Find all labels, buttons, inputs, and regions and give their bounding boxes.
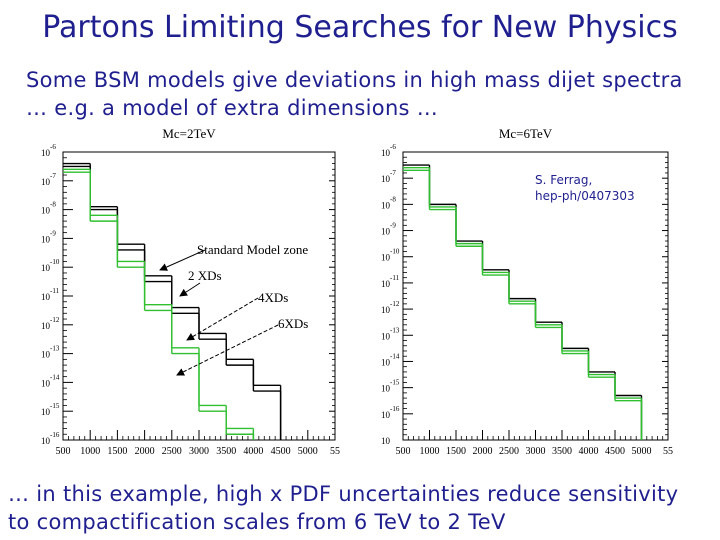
y-tick-label: 10-11 <box>41 287 60 302</box>
annotation-6xds: 6XDs <box>278 316 308 331</box>
y-tick-label: 10-11 <box>381 274 400 289</box>
citation-line-2: hep-ph/0407303 <box>535 189 635 203</box>
x-tick-label: 3500 <box>552 446 572 457</box>
arrow-4xds <box>186 297 259 341</box>
y-tick-label: 10-10 <box>41 258 60 273</box>
annotation-standard-model-zone: Standard Model zone <box>197 242 308 257</box>
y-tick-label: 10-8 <box>41 201 56 216</box>
y-tick-label: 10-13 <box>41 345 60 360</box>
y-tick-label: 10-14 <box>381 352 400 367</box>
y-tick-label: 10-15 <box>41 402 60 417</box>
x-tick-label: 5000 <box>632 446 652 457</box>
x-tick-label: 1000 <box>80 446 100 457</box>
x-tick-label: 1500 <box>107 446 127 457</box>
arrow-standard-model <box>159 249 206 271</box>
subtitle-line-2: … e.g. a model of extra dimensions … <box>26 96 439 120</box>
y-tick-label: 10-10 <box>381 248 400 263</box>
y-tick-label: 10-9 <box>381 222 396 237</box>
y-tick-label: 10-8 <box>381 195 396 210</box>
annotation-4xds: 4XDs <box>258 290 288 305</box>
y-tick-label: 10-12 <box>41 316 60 331</box>
y-tick-label: 10-12 <box>381 300 400 315</box>
arrow-6xds <box>176 324 279 376</box>
chart-mc-6tev: Mc=6TeV 10-6 10-7 10-8 10-9 10-10 10-11 10-12 10… <box>381 128 673 457</box>
y-tick-label: 10-7 <box>381 169 396 184</box>
annotation-2xds: 2 XDs <box>188 268 222 283</box>
y-tick-label: 10-9 <box>41 229 56 244</box>
arrow-2xds <box>179 282 201 297</box>
x-tick-label: 4000 <box>579 446 599 457</box>
x-tick-label: 5000 <box>298 446 318 457</box>
chart-mc-2tev: Mc=2TeV 10-6 10-7 10-8 10-9 10-10 10-11 10-12 10… <box>41 128 340 457</box>
x-tick-label: 4500 <box>271 446 291 457</box>
slide-title: Partons Limiting Searches for New Physic… <box>42 10 678 45</box>
y-tick-label: 10 <box>381 436 391 446</box>
citation-line-1: S. Ferrag, <box>535 173 592 187</box>
y-tick-label: 10-14 <box>41 373 60 388</box>
x-tick-label: 2500 <box>162 446 182 457</box>
bottom-line-1: … in this example, high x PDF uncertaint… <box>8 482 679 506</box>
y-tick-label: 10-13 <box>381 326 400 341</box>
bottom-line-2: to compactification scales from 6 TeV to… <box>8 510 506 534</box>
chart-title-0: Mc=2TeV <box>162 128 216 141</box>
y-tick-label: 10-6 <box>381 143 396 158</box>
x-tick-label: 3500 <box>216 446 236 457</box>
y-tick-label: 10-16 <box>41 431 60 446</box>
y-tick-label: 10-7 <box>41 172 56 187</box>
chart-title-1: Mc=6TeV <box>499 128 553 141</box>
y-tick-label: 10-16 <box>381 405 400 420</box>
x-tick-label: 1500 <box>446 446 466 457</box>
x-tick-label: 3000 <box>526 446 546 457</box>
x-tick-label: 3000 <box>189 446 209 457</box>
x-tick-label: 4000 <box>243 446 263 457</box>
x-tick-label: 2500 <box>499 446 519 457</box>
x-tick-label: 1000 <box>420 446 440 457</box>
y-tick-label: 10-6 <box>41 143 56 158</box>
x-tick-label: 2000 <box>135 446 155 457</box>
x-tick-label: 500 <box>56 446 71 457</box>
subtitle-line-1: Some BSM models give deviations in high … <box>26 68 683 92</box>
x-tick-label: 2000 <box>473 446 493 457</box>
y-tick-label: 10-15 <box>381 379 400 394</box>
x-tick-label: 500 <box>396 446 411 457</box>
x-tick-label: 4500 <box>605 446 625 457</box>
x-tick-label: 55 <box>663 446 673 457</box>
x-tick-label: 55 <box>330 446 340 457</box>
